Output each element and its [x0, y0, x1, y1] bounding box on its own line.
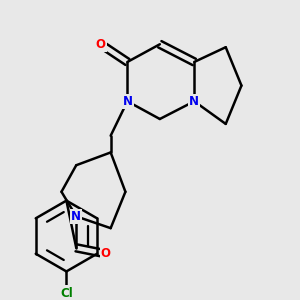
Text: N: N [189, 95, 199, 108]
Text: O: O [96, 38, 106, 51]
Text: O: O [101, 247, 111, 260]
Text: Cl: Cl [60, 286, 73, 300]
Text: N: N [71, 210, 81, 223]
Text: N: N [122, 95, 132, 108]
